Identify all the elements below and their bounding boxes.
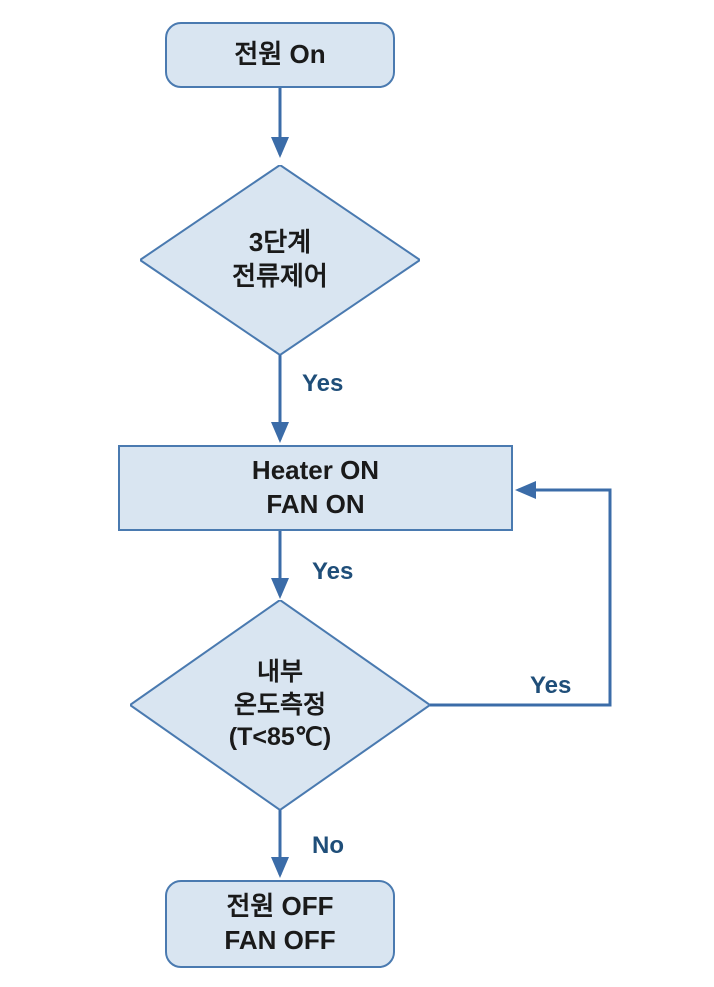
node-end: 전원 OFF FAN OFF (165, 880, 395, 968)
node-process1: Heater ON FAN ON (118, 445, 513, 531)
decision1-line1: 3단계 (232, 226, 328, 260)
flowchart-canvas: 전원 On 3단계 전류제어 Heater ON FAN ON 내부 온도측정 … (0, 0, 714, 987)
end-line2: FAN OFF (224, 924, 335, 958)
node-decision1: 3단계 전류제어 (140, 165, 420, 355)
label-yes3: Yes (530, 672, 571, 700)
decision2-line1: 내부 (229, 656, 331, 689)
node-start-text: 전원 On (234, 38, 325, 72)
decision1-line2: 전류제어 (232, 260, 328, 294)
label-no1: No (312, 832, 344, 860)
node-decision2: 내부 온도측정 (T<85℃) (130, 600, 430, 810)
label-yes2: Yes (312, 558, 353, 586)
node-start: 전원 On (165, 22, 395, 88)
process1-line2: FAN ON (266, 488, 364, 522)
process1-line1: Heater ON (252, 454, 379, 488)
end-line1: 전원 OFF (226, 890, 333, 924)
label-yes1: Yes (302, 370, 343, 398)
decision2-line2: 온도측정 (229, 689, 331, 722)
decision2-line3: (T<85℃) (229, 721, 331, 754)
